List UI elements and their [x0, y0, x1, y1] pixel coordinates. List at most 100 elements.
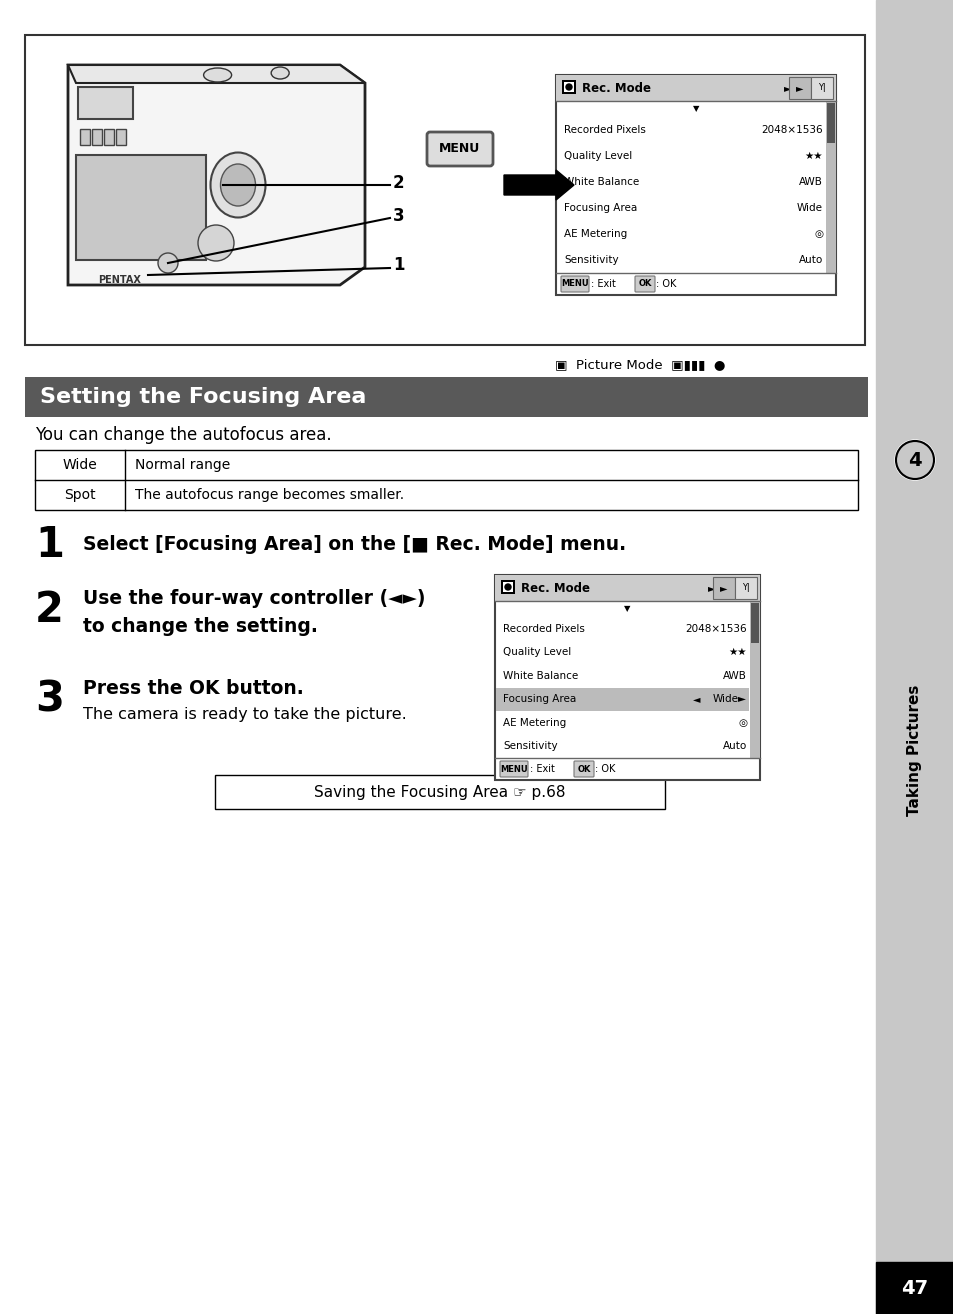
Bar: [500, 579, 515, 594]
FancyArrow shape: [503, 170, 574, 200]
Text: 1: 1: [393, 256, 404, 275]
Bar: [78, 87, 132, 120]
FancyBboxPatch shape: [574, 761, 594, 777]
Text: Saving the Focusing Area ☞ p.68: Saving the Focusing Area ☞ p.68: [314, 784, 565, 799]
Text: 2048×1536: 2048×1536: [760, 125, 822, 135]
Bar: [80, 129, 90, 145]
Bar: [875, 1261, 953, 1314]
Text: Use the four-way controller (◄►): Use the four-way controller (◄►): [83, 589, 425, 607]
Text: Quality Level: Quality Level: [502, 648, 571, 657]
Text: The camera is ready to take the picture.: The camera is ready to take the picture.: [83, 707, 406, 721]
Bar: [561, 80, 576, 95]
Text: ▣  Picture Mode  ▣▮▮▮  ●: ▣ Picture Mode ▣▮▮▮ ●: [555, 359, 724, 372]
Text: AWB: AWB: [799, 177, 822, 187]
Text: AE Metering: AE Metering: [502, 717, 566, 728]
Text: ►: ►: [720, 583, 727, 593]
Text: MENU: MENU: [439, 142, 480, 155]
Text: Setting the Focusing Area: Setting the Focusing Area: [40, 388, 366, 407]
Text: Rec. Mode: Rec. Mode: [520, 582, 589, 594]
Bar: [496, 687, 748, 711]
Text: ►: ►: [796, 83, 803, 93]
Ellipse shape: [271, 67, 289, 79]
Bar: [495, 576, 760, 781]
Ellipse shape: [211, 152, 265, 218]
Bar: [35, 449, 857, 510]
Circle shape: [894, 440, 934, 480]
FancyBboxPatch shape: [499, 761, 527, 777]
FancyBboxPatch shape: [810, 78, 832, 99]
Text: Recorded Pixels: Recorded Pixels: [502, 624, 584, 633]
Text: Focusing Area: Focusing Area: [563, 202, 637, 213]
Text: Quality Level: Quality Level: [563, 151, 632, 162]
Text: 2048×1536: 2048×1536: [684, 624, 746, 633]
Text: 2: 2: [393, 173, 404, 192]
Text: 3: 3: [35, 679, 64, 721]
Text: ◄: ◄: [692, 694, 700, 704]
Text: MENU: MENU: [499, 765, 527, 774]
Text: Yǀ: Yǀ: [741, 583, 749, 593]
Text: Press the OK button.: Press the OK button.: [83, 678, 303, 698]
Text: 47: 47: [901, 1279, 927, 1297]
Text: The autofocus range becomes smaller.: The autofocus range becomes smaller.: [135, 487, 404, 502]
FancyBboxPatch shape: [635, 276, 655, 292]
Text: : OK: : OK: [656, 279, 676, 289]
Text: White Balance: White Balance: [502, 670, 578, 681]
Bar: [750, 603, 759, 643]
Text: ◎: ◎: [813, 229, 822, 239]
Bar: [826, 102, 834, 143]
Text: MENU: MENU: [560, 280, 588, 289]
Bar: [556, 75, 835, 296]
Text: Sensitivity: Sensitivity: [563, 255, 618, 265]
Bar: [563, 81, 574, 92]
Circle shape: [198, 225, 233, 261]
Text: Wide: Wide: [796, 202, 822, 213]
Text: 1: 1: [35, 524, 64, 566]
FancyBboxPatch shape: [712, 577, 734, 599]
Circle shape: [895, 442, 933, 480]
Bar: [91, 129, 102, 145]
Text: ★★: ★★: [803, 151, 822, 162]
Text: Normal range: Normal range: [135, 459, 230, 472]
Bar: [104, 129, 113, 145]
Text: : Exit: : Exit: [530, 763, 555, 774]
Text: Focusing Area: Focusing Area: [502, 694, 576, 704]
Bar: [76, 155, 206, 260]
FancyBboxPatch shape: [788, 78, 810, 99]
Circle shape: [158, 254, 178, 273]
FancyBboxPatch shape: [560, 276, 588, 292]
FancyBboxPatch shape: [734, 577, 757, 599]
Text: to change the setting.: to change the setting.: [83, 616, 317, 636]
Text: 4: 4: [907, 451, 921, 469]
Ellipse shape: [220, 164, 255, 206]
Text: ◎: ◎: [738, 717, 746, 728]
Text: ▼: ▼: [623, 604, 630, 614]
Text: 3: 3: [393, 208, 404, 225]
Text: Select [Focusing Area] on the [■ Rec. Mode] menu.: Select [Focusing Area] on the [■ Rec. Mo…: [83, 536, 625, 555]
Polygon shape: [68, 64, 365, 83]
Bar: [495, 576, 760, 600]
Text: : Exit: : Exit: [590, 279, 616, 289]
Text: White Balance: White Balance: [563, 177, 639, 187]
Text: OK: OK: [638, 280, 651, 289]
Text: Auto: Auto: [722, 741, 746, 752]
Text: ▼: ▼: [692, 105, 699, 113]
FancyBboxPatch shape: [427, 131, 493, 166]
Text: ►: ►: [707, 583, 715, 593]
Text: PENTAX: PENTAX: [98, 275, 141, 285]
Bar: [825, 101, 835, 273]
Text: Wide►: Wide►: [712, 694, 746, 704]
Text: Auto: Auto: [798, 255, 822, 265]
Text: Recorded Pixels: Recorded Pixels: [563, 125, 645, 135]
Text: Sensitivity: Sensitivity: [502, 741, 558, 752]
Bar: [556, 75, 835, 101]
Text: 2: 2: [35, 589, 64, 631]
Text: Rec. Mode: Rec. Mode: [581, 81, 650, 95]
Text: Spot: Spot: [64, 487, 95, 502]
Ellipse shape: [203, 68, 232, 81]
Bar: [25, 377, 867, 417]
Text: Taking Pictures: Taking Pictures: [906, 685, 922, 816]
Text: : OK: : OK: [595, 763, 615, 774]
Bar: [875, 0, 953, 1314]
Bar: [214, 775, 664, 809]
Text: OK: OK: [577, 765, 590, 774]
